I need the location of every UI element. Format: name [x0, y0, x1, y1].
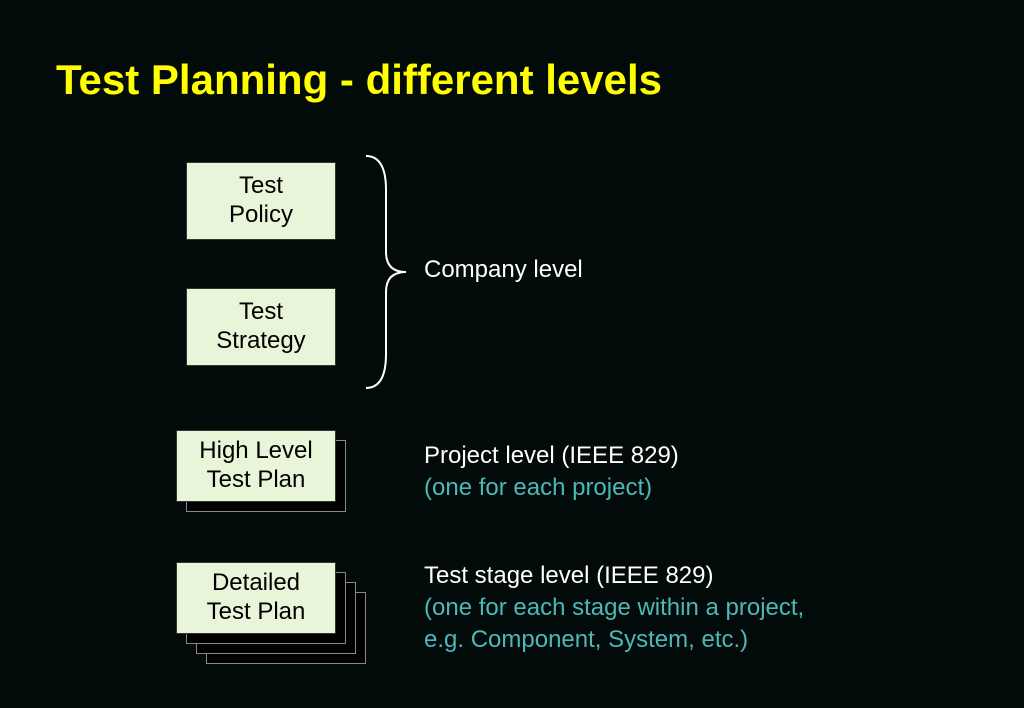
box-test-strategy: Test Strategy — [186, 288, 336, 366]
label-stage-2: (one for each stage within a project, — [424, 592, 804, 623]
label-project-1: Project level (IEEE 829) — [424, 440, 679, 471]
box-line: Test Plan — [207, 598, 306, 625]
label-stage-3: e.g. Component, System, etc.) — [424, 624, 748, 655]
box-high-level-plan: High Level Test Plan — [176, 430, 336, 502]
box-test-policy: Test Policy — [186, 162, 336, 240]
slide-title: Test Planning - different levels — [56, 56, 662, 104]
box-detailed-plan: Detailed Test Plan — [176, 562, 336, 634]
box-line: Policy — [229, 201, 293, 228]
label-company: Company level — [424, 254, 583, 285]
box-line: Test — [239, 298, 283, 325]
label-project-2: (one for each project) — [424, 472, 652, 503]
label-stage-1: Test stage level (IEEE 829) — [424, 560, 713, 591]
box-line: High Level — [199, 437, 312, 464]
box-line: Test — [239, 172, 283, 199]
box-line: Strategy — [216, 327, 305, 354]
box-line: Test Plan — [207, 466, 306, 493]
brace-icon — [356, 150, 416, 394]
box-line: Detailed — [212, 569, 300, 596]
